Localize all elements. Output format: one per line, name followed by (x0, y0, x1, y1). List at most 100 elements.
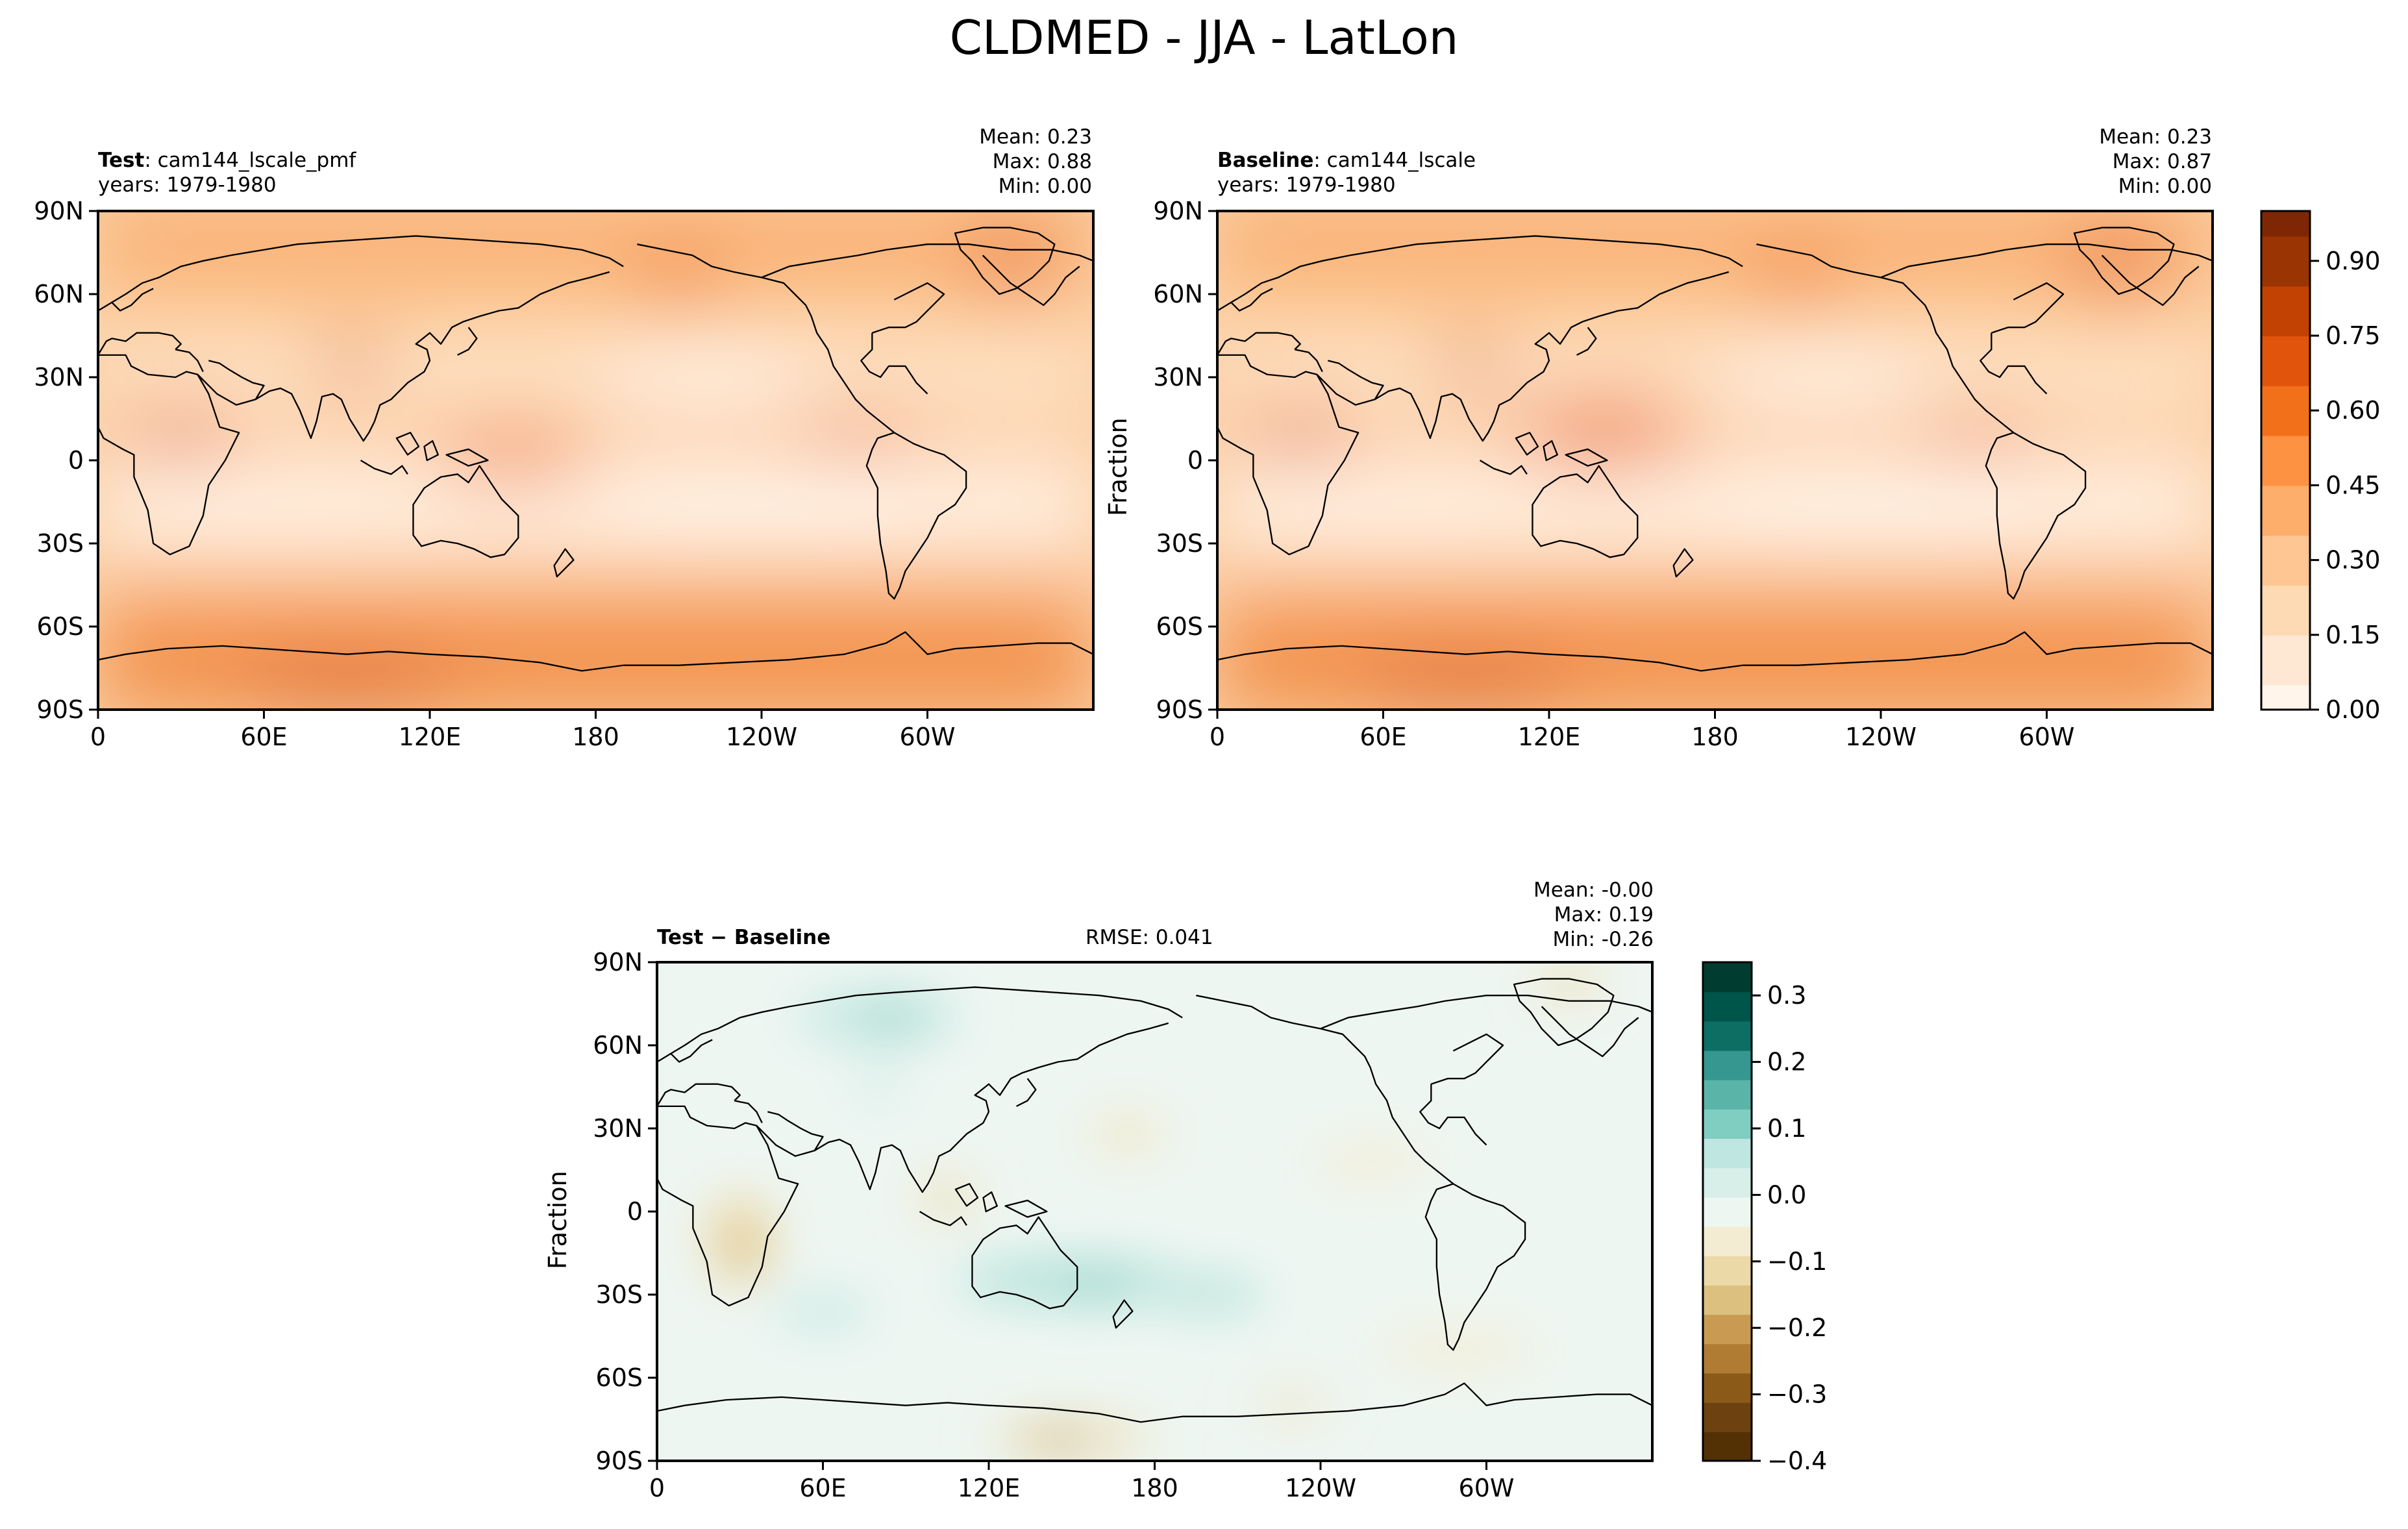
baseline-ytick-label: 0 (1187, 446, 1203, 475)
oranges-colorbar-segment (2261, 510, 2310, 536)
test-xtick-label: 60W (900, 723, 956, 751)
brbg-colorbar-label: 0.2 (1767, 1048, 1806, 1076)
diff-xtick-label: 120E (958, 1474, 1021, 1502)
test-ytick-label: 30N (34, 363, 84, 392)
diff-label: Test − Baseline (657, 926, 831, 949)
oranges-colorbar-label: 0.60 (2326, 396, 2381, 425)
baseline-label-bold: Baseline (1217, 149, 1314, 172)
diff-rmse: RMSE: 0.041 (1086, 926, 1213, 949)
baseline-xtick-label: 0 (1210, 723, 1225, 751)
oranges-colorbar-segment (2261, 535, 2310, 561)
brbg-colorbar-segment (1703, 1167, 1752, 1198)
oranges-colorbar-segment (2261, 211, 2310, 237)
diff-map (656, 961, 1654, 1462)
test-xtick-label: 0 (90, 723, 106, 751)
baseline-ytick-label: 60S (1156, 612, 1203, 641)
brbg-colorbar-label: 0.3 (1767, 981, 1806, 1010)
baseline-years: years: 1979-1980 (1217, 173, 1396, 197)
oranges-colorbar-segment (2261, 684, 2310, 710)
oranges-colorbar-label: 0.90 (2326, 247, 2381, 275)
brbg-colorbar-label: 0.0 (1767, 1180, 1806, 1209)
oranges-colorbar-segment (2261, 460, 2310, 486)
diff-ytick-label: 90N (593, 948, 643, 976)
baseline-ytick-label: 30N (1153, 363, 1203, 392)
oranges-colorbar-segment (2261, 385, 2310, 412)
oranges-colorbar-segment (2261, 560, 2310, 586)
diff-xtick-label: 180 (1131, 1474, 1178, 1502)
diff-ytick-label: 60N (593, 1031, 643, 1060)
diff-mean: Mean: -0.00 (1533, 878, 1654, 902)
oranges-colorbar-label: 0.15 (2326, 621, 2381, 649)
test-xtick-label: 60E (240, 723, 287, 751)
test-ytick-label: 90N (34, 197, 84, 225)
oranges-colorbar-segment (2261, 634, 2310, 661)
oranges-colorbar-segment (2261, 610, 2310, 636)
test-xtick-label: 120W (726, 723, 797, 751)
oranges-colorbar-frame (2260, 210, 2311, 711)
oranges-colorbar-segment (2261, 410, 2310, 436)
baseline-label: Baseline: cam144_lscale years: 1979-1980 (1217, 148, 1476, 197)
brbg-colorbar-frame (1702, 961, 1753, 1462)
diff-xtick-label: 120W (1285, 1474, 1356, 1502)
baseline-min: Min: 0.00 (2118, 175, 2212, 198)
baseline-ytick-label: 90N (1153, 197, 1203, 225)
diff-ytick-label: 30S (596, 1280, 643, 1309)
oranges-colorbar-segment (2261, 360, 2310, 386)
test-ytick-label: 90S (37, 695, 84, 724)
oranges-colorbar-segment (2261, 310, 2310, 336)
oranges-colorbar-segment (2261, 435, 2310, 461)
brbg-colorbar-segment (1703, 1431, 1752, 1461)
diff-ytick-label: 0 (627, 1197, 643, 1226)
brbg-colorbar-label: 0.1 (1767, 1114, 1806, 1143)
brbg-colorbar-segment (1703, 1373, 1752, 1403)
test-xtick-label: 180 (572, 723, 619, 751)
test-label-rest: : cam144_lscale_pmf (144, 149, 356, 172)
diff-stats: Mean: -0.00 Max: 0.19 Min: -0.26 (1533, 878, 1654, 952)
diff-xtick-label: 60W (1459, 1474, 1515, 1502)
brbg-colorbar-segment (1703, 1314, 1752, 1345)
baseline-map (1216, 210, 2214, 711)
test-ytick-label: 60S (37, 612, 84, 641)
baseline-label-rest: : cam144_lscale (1313, 149, 1476, 172)
brbg-colorbar-segment (1703, 1079, 1752, 1110)
oranges-colorbar-segment (2261, 585, 2310, 611)
baseline-ytick-label: 60N (1153, 280, 1203, 308)
brbg-colorbar-label: −0.4 (1767, 1447, 1827, 1475)
oranges-colorbar-segment (2261, 260, 2310, 287)
test-min: Min: 0.00 (998, 175, 1092, 198)
oranges-colorbar-label: 0.30 (2326, 546, 2381, 575)
oranges-colorbar-label: 0.00 (2326, 695, 2381, 724)
baseline-mean: Mean: 0.23 (2099, 125, 2212, 149)
brbg-colorbar-segment (1703, 1050, 1752, 1080)
test-mean: Mean: 0.23 (979, 125, 1092, 149)
diff-ytick-label: 90S (596, 1447, 643, 1475)
oranges-colorbar-segment (2261, 660, 2310, 686)
baseline-max: Max: 0.87 (2112, 150, 2212, 173)
brbg-colorbar-segment (1703, 1255, 1752, 1286)
oranges-colorbar-segment (2261, 485, 2310, 511)
diff-ytick-label: 60S (596, 1363, 643, 1392)
test-label-bold: Test (98, 149, 145, 172)
baseline-xtick-label: 120E (1518, 723, 1581, 751)
brbg-colorbar-segment (1703, 1226, 1752, 1256)
baseline-xtick-label: 60W (2019, 723, 2075, 751)
brbg-colorbar-segment (1703, 1343, 1752, 1374)
brbg-colorbar-segment (1703, 1197, 1752, 1227)
brbg-colorbar-label: −0.3 (1767, 1380, 1827, 1409)
brbg-colorbar-segment (1703, 991, 1752, 1022)
test-stats: Mean: 0.23 Max: 0.88 Min: 0.00 (979, 125, 1092, 199)
test-ytick-label: 0 (68, 446, 84, 475)
test-years: years: 1979-1980 (98, 173, 277, 197)
diff-xtick-label: 60E (799, 1474, 846, 1502)
test-ytick-label: 30S (37, 529, 84, 558)
brbg-colorbar-segment (1703, 1138, 1752, 1169)
brbg-colorbar-label: −0.2 (1767, 1313, 1827, 1342)
brbg-colorbar-segment (1703, 962, 1752, 993)
oranges-colorbar-label: 0.45 (2326, 471, 2381, 499)
brbg-colorbar-label: −0.1 (1767, 1247, 1827, 1276)
test-max: Max: 0.88 (992, 150, 1092, 173)
diff-min: Min: -0.26 (1552, 928, 1654, 951)
test-map (97, 210, 1095, 711)
diff-ytick-label: 30N (593, 1114, 643, 1143)
